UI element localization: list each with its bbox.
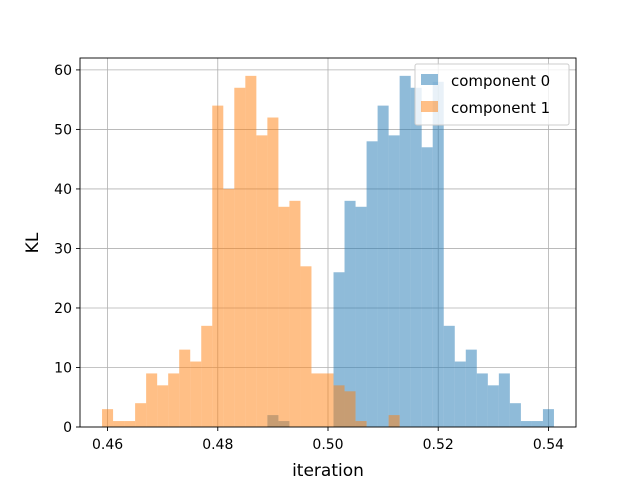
histogram-bar-component-1	[278, 206, 290, 427]
histogram-bar-component-0	[443, 325, 455, 427]
histogram-bar-component-0	[366, 141, 378, 428]
histogram-bar-component-0	[410, 87, 422, 428]
legend-label-component-1: component 1	[451, 99, 550, 117]
histogram-bar-component-0	[388, 135, 400, 427]
histogram-bar-component-0	[465, 349, 477, 427]
histogram-bar-component-0	[344, 200, 356, 427]
x-tick-label: 0.52	[423, 437, 454, 453]
histogram-bar-component-1	[168, 373, 180, 427]
histogram-bar-component-1	[300, 266, 312, 427]
legend-label-component-0: component 0	[451, 72, 550, 90]
histogram-bar-component-1	[146, 373, 158, 427]
histogram-bar-component-1	[256, 135, 268, 427]
y-tick-label: 40	[54, 182, 72, 198]
histogram-bar-component-1	[190, 361, 202, 427]
histogram-bar-component-1	[344, 391, 356, 427]
legend-swatch-component-1	[421, 101, 438, 112]
histogram-bar-component-1	[322, 373, 334, 427]
histogram-bar-component-1	[179, 349, 191, 427]
x-tick-label: 0.50	[312, 437, 343, 453]
histogram-bar-component-1	[388, 415, 400, 427]
y-axis-label: KL	[23, 232, 43, 253]
series-component-0-bars	[267, 75, 554, 428]
histogram-bar-component-0	[498, 373, 510, 427]
histogram-bar-component-1	[223, 188, 235, 427]
histogram-bar-component-0	[531, 421, 543, 427]
histogram-bar-component-0	[377, 105, 389, 427]
legend-swatch-component-0	[421, 74, 438, 85]
series-component-1-bars	[102, 75, 400, 428]
histogram-bar-component-1	[289, 200, 301, 427]
y-tick-label: 10	[54, 360, 72, 376]
legend-box	[414, 63, 570, 126]
histogram-bar-component-1	[333, 385, 345, 427]
histogram-bar-component-1	[245, 75, 257, 428]
y-tick-label: 50	[54, 122, 72, 138]
histogram-bar-component-1	[355, 421, 367, 427]
histogram-bar-component-0	[520, 421, 532, 427]
histogram-bar-component-1	[267, 117, 279, 428]
x-axis-ticks: 0.46 0.48 0.50 0.52 0.54	[92, 427, 564, 453]
histogram-bar-component-0	[454, 361, 466, 427]
y-tick-label: 30	[54, 241, 72, 257]
histogram-bar-component-0	[355, 206, 367, 427]
histogram-bar-component-0	[509, 403, 521, 427]
histogram-bar-component-1	[234, 87, 246, 428]
histogram-bar-component-0	[476, 373, 488, 427]
histogram-bar-component-1	[102, 409, 114, 427]
histogram-bar-component-0	[487, 385, 499, 427]
histogram-bar-component-1	[113, 421, 125, 427]
x-tick-label: 0.46	[92, 437, 123, 453]
legend: component 0 component 1	[414, 63, 570, 126]
x-tick-label: 0.48	[202, 437, 233, 453]
histogram-bar-component-1	[212, 105, 224, 427]
y-tick-label: 60	[54, 63, 72, 79]
histogram-bar-component-0	[333, 272, 345, 427]
histogram-bar-component-0	[432, 81, 444, 427]
x-axis-label: iteration	[292, 461, 364, 480]
histogram-bar-component-1	[135, 403, 147, 427]
histogram-bar-component-1	[157, 385, 169, 427]
histogram-bar-component-0	[399, 75, 411, 428]
histogram-bar-component-1	[311, 373, 323, 427]
histogram-bar-component-1	[201, 325, 213, 427]
x-tick-label: 0.54	[533, 437, 564, 453]
histogram-bar-component-0	[542, 409, 554, 427]
y-axis-ticks: 0 10 20 30 40 50 60	[54, 63, 80, 436]
histogram-bar-component-0	[421, 147, 433, 427]
y-tick-label: 0	[63, 420, 72, 436]
histogram-bar-component-1	[124, 421, 136, 427]
y-tick-label: 20	[54, 301, 72, 317]
